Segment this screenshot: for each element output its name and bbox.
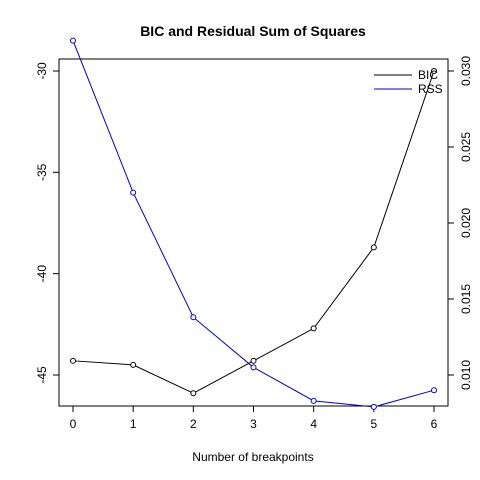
x-tick-label: 1 xyxy=(130,417,137,431)
x-tick-label: 4 xyxy=(310,417,317,431)
y-right-tick-label: 0.030 xyxy=(459,56,473,86)
rss-data-point xyxy=(190,314,197,321)
bic-data-point xyxy=(130,361,137,368)
x-axis-label: Number of breakpoints xyxy=(192,450,313,464)
chart-title: BIC and Residual Sum of Squares xyxy=(140,23,366,39)
bic-data-point xyxy=(250,357,257,364)
y-left-tick-label: -30 xyxy=(35,62,49,80)
bic-series-line xyxy=(72,70,435,394)
rss-data-point xyxy=(431,387,437,394)
bic-data-point xyxy=(370,244,377,251)
bic-data-point xyxy=(310,325,317,332)
rss-data-point xyxy=(130,189,137,196)
y-right-tick-label: 0.020 xyxy=(459,208,473,238)
x-axis: 0 1 2 3 4 5 6 xyxy=(70,406,438,431)
bic-data-point xyxy=(190,390,197,397)
y-right-tick-label: 0.025 xyxy=(459,132,473,162)
plot-frame xyxy=(58,58,449,407)
x-tick-label: 6 xyxy=(431,417,438,431)
bic-data-point xyxy=(70,357,76,364)
y-left-axis: -30 -35 -40 -45 xyxy=(35,62,59,384)
x-tick-label: 3 xyxy=(250,417,257,431)
rss-data-point xyxy=(250,364,257,371)
rss-data-point xyxy=(70,37,76,44)
rss-data-point xyxy=(370,403,377,410)
x-tick-label: 5 xyxy=(370,417,377,431)
y-left-tick-label: -45 xyxy=(35,366,49,384)
y-right-tick-label: 0.010 xyxy=(459,360,473,390)
y-right-tick-label: 0.015 xyxy=(459,284,473,314)
y-left-tick-label: -40 xyxy=(35,265,49,283)
bic-data-point xyxy=(431,68,437,74)
y-right-axis: 0.010 0.015 0.020 0.025 0.030 xyxy=(448,56,473,390)
rss-data-point xyxy=(310,397,317,404)
rss-series-line xyxy=(72,40,435,408)
series-layer xyxy=(70,37,437,410)
legend-label-rss: RSS xyxy=(418,82,443,96)
legend-label-bic: BIC xyxy=(418,68,438,82)
x-tick-label: 2 xyxy=(190,417,197,431)
x-tick-label: 0 xyxy=(70,417,77,431)
y-left-tick-label: -35 xyxy=(35,163,49,181)
